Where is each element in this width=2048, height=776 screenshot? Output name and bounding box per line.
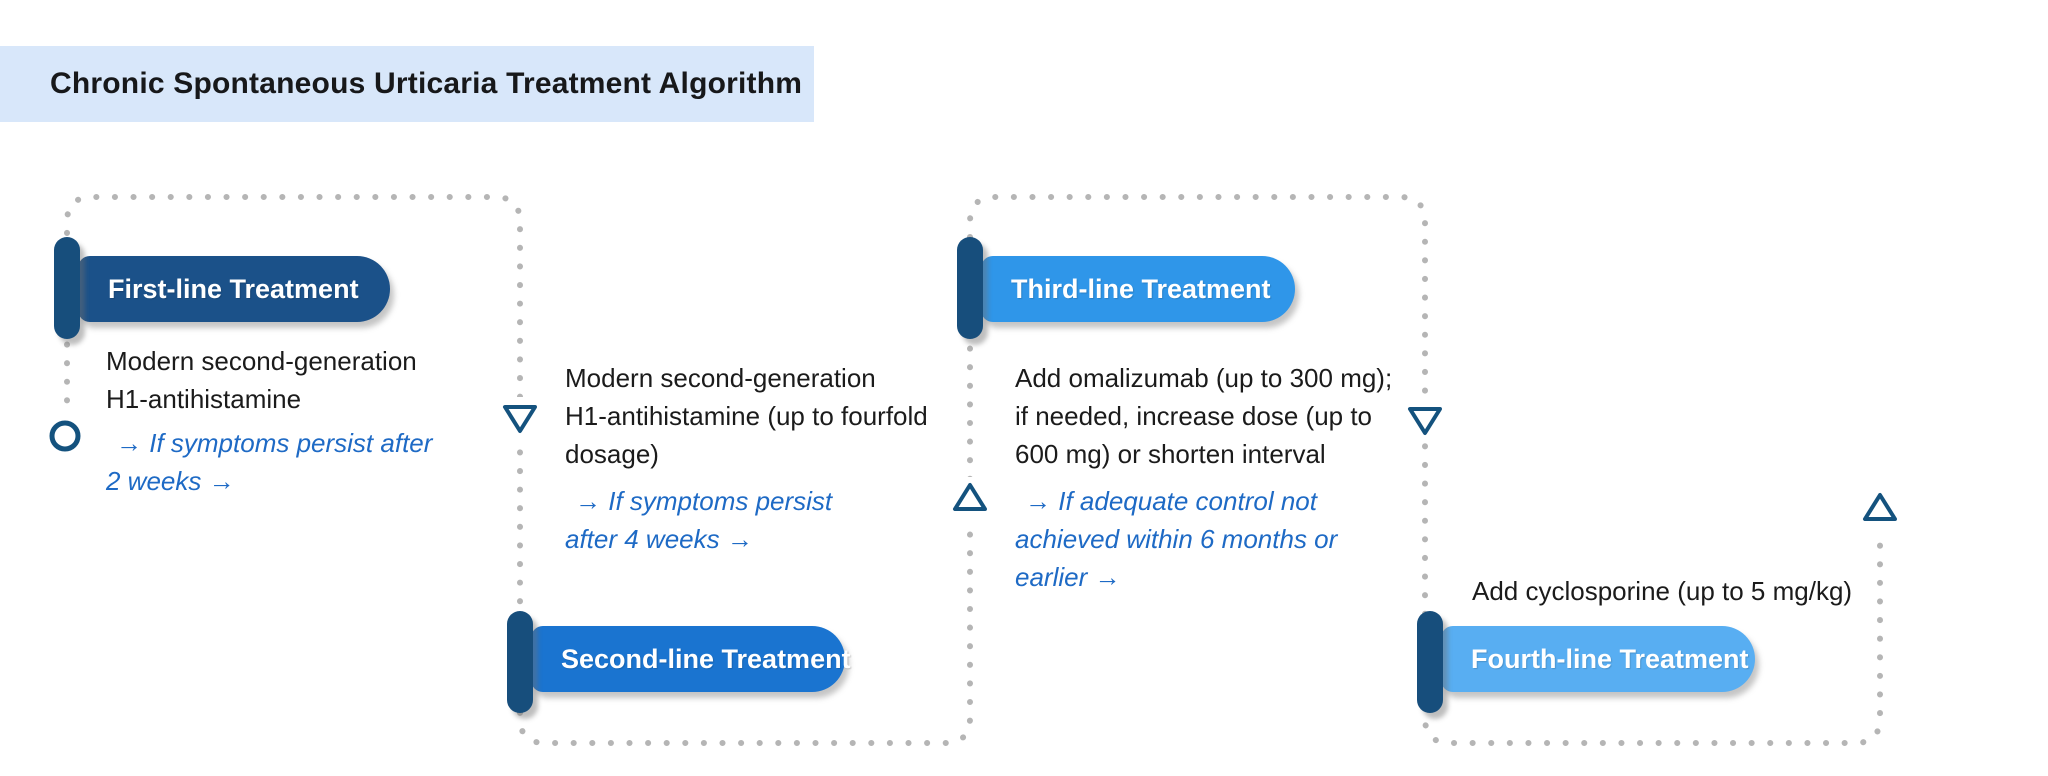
arrow-up-icon [1863,493,1897,521]
arrow-down-icon [1408,407,1442,435]
title-banner: Chronic Spontaneous Urticaria Treatment … [0,46,814,122]
stage-label: Second-line Treatment [561,643,851,674]
stage-pill-fourth-line: Fourth-line Treatment [1441,626,1755,692]
dotted-flow-path [64,194,1883,746]
stage-label: First-line Treatment [108,273,359,304]
stage-label: Third-line Treatment [1011,273,1271,304]
stage-pill-third-line: Third-line Treatment [981,256,1295,322]
stage-pill-first-line: First-line Treatment [78,256,390,322]
stage-pill-second-line: Second-line Treatment [531,626,851,692]
stage-body-first-line: Modern second-generation H1-antihistamin… [106,346,417,414]
stage-body-fourth-line: Add cyclosporine (up to 5 mg/kg) [1472,576,1853,606]
stage-body-second-line: Modern second-generation H1-antihistamin… [565,363,928,469]
arrow-down-icon [503,405,537,433]
stage-capsule-third-line [957,237,983,339]
stage-body-third-line: Add omalizumab (up to 300 mg); if needed… [1015,363,1393,469]
stage-capsule-second-line [507,611,533,713]
stage-label: Fourth-line Treatment [1471,643,1749,674]
start-circle-marker [49,420,81,452]
stage-capsule-fourth-line [1417,611,1443,713]
page-title: Chronic Spontaneous Urticaria Treatment … [50,67,803,100]
stage-condition-first-line: → If symptoms persist after 2 weeks → [106,428,433,496]
stage-condition-second-line: → If symptoms persist after 4 weeks → [565,486,833,554]
stage-condition-third-line: → If adequate control not achieved withi… [1015,486,1338,592]
arrow-up-icon [953,483,987,511]
stage-capsule-first-line [54,237,80,339]
